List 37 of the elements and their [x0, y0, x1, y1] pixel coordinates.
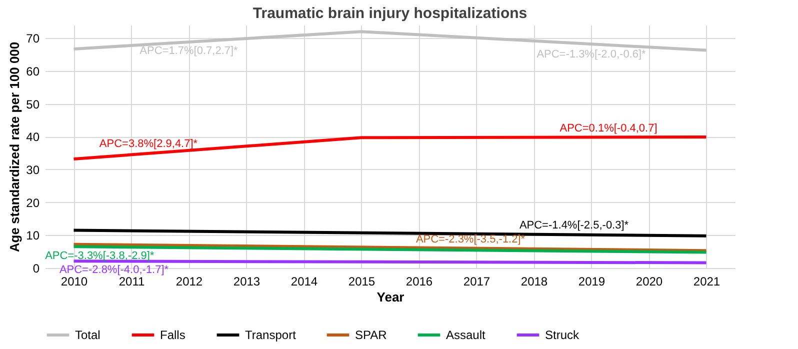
x-tick-label: 2014: [290, 274, 318, 288]
y-tick-label: 60: [26, 64, 40, 78]
x-tick-label: 2015: [348, 274, 376, 288]
legend-label: Assault: [446, 328, 486, 342]
x-tick-label: 2020: [636, 274, 663, 288]
annotation: APC=1.7%[0.7,2.7]*: [140, 45, 239, 58]
annotation: APC=-2.8%[-4.0,-1.7]*: [59, 264, 170, 276]
x-tick-label: 2021: [693, 274, 720, 288]
legend-label: Struck: [545, 328, 580, 342]
annotation: APC=3.8%[2.9,4.7]*: [99, 138, 198, 150]
annotation: APC=-3.3%[-3.8,-2.9]*: [45, 250, 155, 262]
legend-label: Falls: [160, 328, 186, 342]
x-tick-label: 2018: [520, 274, 548, 288]
annotation: APC=-1.4%[-2.5,-0.3]*: [519, 220, 630, 232]
x-tick-label: 2013: [233, 274, 260, 288]
y-tick-label: 70: [26, 32, 40, 46]
x-tick-label: 2010: [60, 274, 88, 288]
x-tick-label: 2017: [463, 274, 490, 288]
legend-label: Transport: [245, 328, 297, 342]
y-tick-label: 0: [32, 262, 40, 276]
chart-title: Traumatic brain injury hospitalizations: [252, 5, 528, 22]
y-tick-label: 50: [26, 97, 40, 112]
x-tick-label: 2016: [406, 274, 433, 288]
y-tick-label: 30: [26, 162, 40, 177]
annotation: APC=-1.3%[-2.0,-0.6]*: [536, 48, 647, 61]
x-tick-label: 2011: [118, 274, 145, 288]
x-tick-label: 2012: [176, 274, 203, 288]
y-tick-label: 20: [26, 196, 40, 210]
legend-label: SPAR: [355, 328, 388, 342]
legend-label: Total: [75, 328, 100, 342]
y-axis-title: Age standardized rate per 100 000: [7, 42, 22, 252]
y-tick-label: 40: [26, 130, 40, 144]
y-tick-label: 10: [26, 228, 40, 243]
x-axis-title: Year: [376, 290, 404, 304]
x-tick-label: 2019: [578, 274, 606, 288]
annotation: APC=0.1%[-0.4,0.7]: [560, 122, 658, 134]
annotation: APC=-2.3%[-3.5,-1.2]*: [416, 234, 526, 246]
